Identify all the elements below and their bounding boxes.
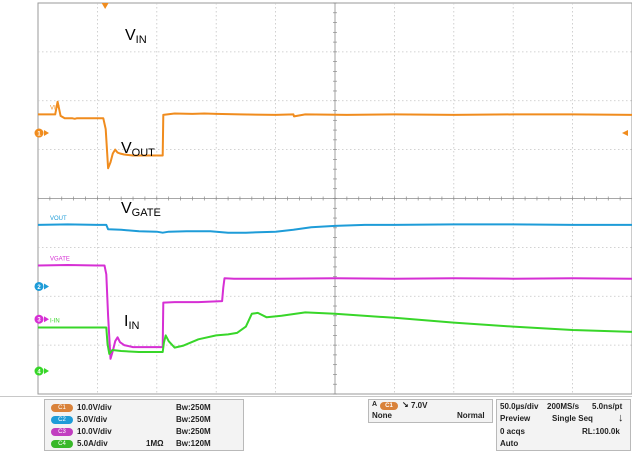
- channel-bandwidth: Bw:250M: [176, 427, 211, 436]
- acq-mode: Single Seq: [552, 414, 593, 423]
- channel-markers: 1 2 3 4: [34, 3, 628, 376]
- trigger-panel[interactable]: A C1 ↘ 7.0V None Normal: [368, 399, 493, 423]
- svg-text:1: 1: [37, 132, 41, 138]
- trace-i-in: [38, 311, 632, 355]
- waveform-plot: VIN VOUT VGATE I-IN 1 2 3 4: [34, 2, 632, 395]
- trigger-type-icon: A: [372, 401, 378, 408]
- vin-label: VIN: [125, 27, 147, 46]
- trigger-mode: Normal: [457, 411, 485, 420]
- status-bar: C1 10.0V/div Bw:250M C2 5.0V/div Bw:250M…: [0, 396, 632, 451]
- channel-impedance: 1MΩ: [146, 439, 164, 448]
- channel-offset-marker[interactable]: 4: [34, 366, 50, 376]
- channel-row[interactable]: C3 10.0V/div Bw:250M: [51, 427, 237, 438]
- channel-bandwidth: Bw:120M: [176, 439, 211, 448]
- svg-text:4: 4: [37, 370, 41, 376]
- channel-scale: 5.0V/div: [77, 415, 108, 424]
- channel-offset-marker[interactable]: 1: [34, 128, 50, 138]
- channel-badge: C1: [51, 404, 73, 412]
- vout-label: VOUT: [121, 140, 155, 159]
- record-length: RL:100.0k: [582, 427, 620, 436]
- channel-settings-panel[interactable]: C1 10.0V/div Bw:250M C2 5.0V/div Bw:250M…: [44, 399, 244, 451]
- trigger-coupling: None: [372, 411, 392, 420]
- trace-name-label: VIN: [50, 105, 60, 111]
- trace-name-label: I-IN: [50, 319, 60, 325]
- channel-badge: C2: [51, 416, 73, 424]
- trace-name-label: VGATE: [50, 256, 70, 262]
- trigger-source-badge: C1: [380, 402, 398, 410]
- channel-offset-marker[interactable]: 3: [34, 314, 50, 324]
- trace-vout: [37, 223, 632, 234]
- channel-offset-marker[interactable]: 2: [34, 281, 50, 291]
- trigger-level: 7.0V: [411, 401, 428, 410]
- arrow-down-icon: ↓: [618, 412, 624, 424]
- iin-label: IIN: [124, 313, 140, 332]
- acq-count: 0 acqs: [500, 427, 525, 436]
- time-resolution: 5.0ns/pt: [592, 402, 623, 411]
- trace-name-label: VOUT: [50, 216, 67, 222]
- channel-scale: 10.0V/div: [77, 427, 112, 436]
- trigger-position-marker[interactable]: [101, 3, 109, 9]
- sample-rate: 200MS/s: [547, 402, 580, 411]
- acquisition-panel[interactable]: 50.0µs/div 200MS/s 5.0ns/pt Preview Sing…: [496, 399, 631, 451]
- trigger-level-marker[interactable]: [622, 130, 628, 137]
- channel-bandwidth: Bw:250M: [176, 415, 211, 424]
- svg-text:3: 3: [37, 318, 41, 324]
- channel-row[interactable]: C1 10.0V/div Bw:250M: [51, 403, 237, 414]
- channel-row[interactable]: C2 5.0V/div Bw:250M: [51, 415, 237, 426]
- trace-vin: [38, 100, 632, 170]
- graticule: [37, 2, 632, 395]
- trigger-auto: Auto: [500, 439, 519, 448]
- channel-badge: C4: [51, 440, 73, 448]
- acq-status: Preview: [500, 414, 531, 423]
- channel-scale: 10.0V/div: [77, 403, 112, 412]
- traces: VIN VOUT VGATE I-IN: [37, 100, 632, 360]
- channel-scale: 5.0A/div: [77, 439, 108, 448]
- svg-text:2: 2: [37, 285, 41, 291]
- vgate-label: VGATE: [121, 200, 161, 219]
- channel-bandwidth: Bw:250M: [176, 403, 211, 412]
- channel-row[interactable]: C4 5.0A/div 1MΩ Bw:120M: [51, 439, 237, 450]
- falling-edge-icon: ↘: [402, 400, 409, 409]
- timebase: 50.0µs/div: [500, 402, 539, 411]
- channel-badge: C3: [51, 428, 73, 436]
